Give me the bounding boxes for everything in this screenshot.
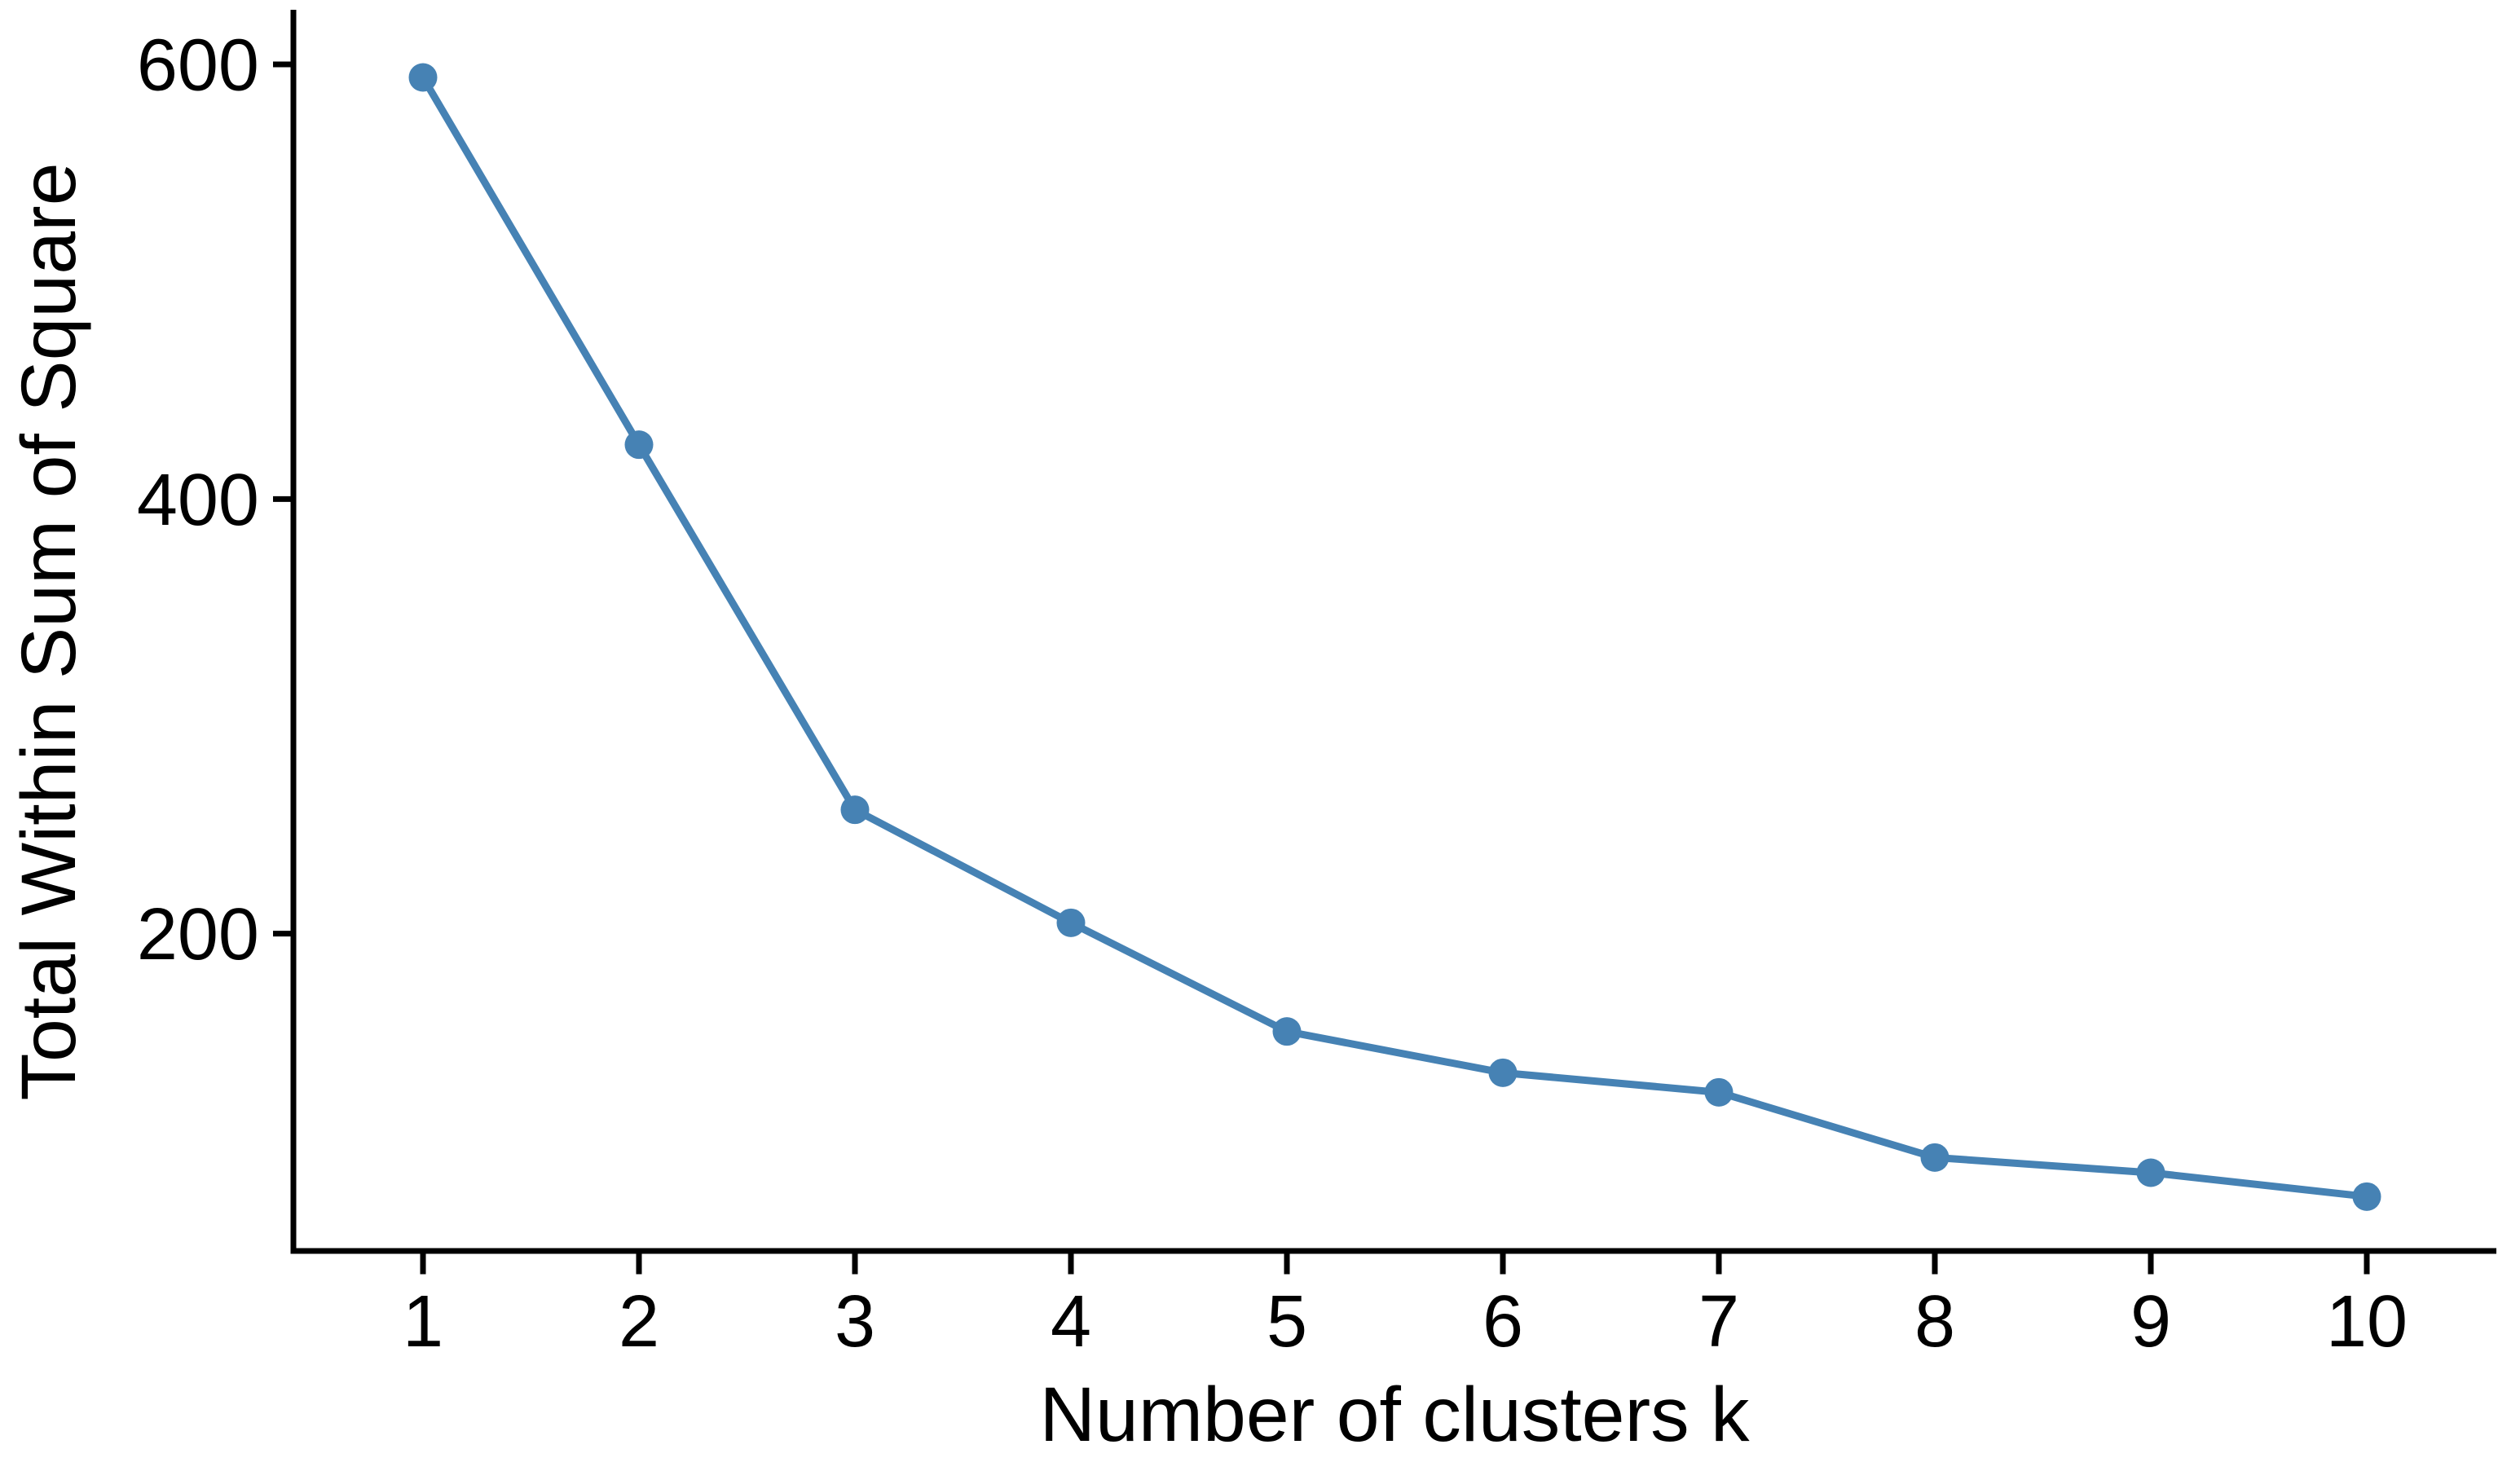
x-axis-title: Number of clusters k	[1039, 1372, 1750, 1458]
x-tick-label: 6	[1482, 1281, 1523, 1363]
data-point-k2	[624, 430, 654, 460]
x-tick-label: 7	[1698, 1281, 1739, 1363]
x-tick-label: 8	[1914, 1281, 1955, 1363]
y-tick-label: 600	[137, 25, 259, 107]
x-tick-label: 1	[403, 1281, 443, 1363]
x-tick-label: 9	[2130, 1281, 2171, 1363]
x-tick-label: 5	[1267, 1281, 1307, 1363]
chart-plot-area: 200 400 600 1 2 3 4 5 6 7 8 9 10	[137, 10, 2496, 1363]
data-point-k7	[1704, 1077, 1734, 1107]
x-tick-label: 10	[2326, 1281, 2408, 1363]
y-tick-label: 400	[137, 460, 259, 541]
data-point-k1	[408, 63, 438, 92]
data-point-k3	[840, 795, 870, 825]
series-line	[420, 75, 2368, 1200]
y-axis-title: Total Within Sum of Square	[6, 162, 92, 1100]
data-point-k6	[1488, 1058, 1518, 1087]
data-point-k5	[1272, 1017, 1302, 1046]
x-tick-label: 3	[835, 1281, 875, 1363]
data-point-k9	[2136, 1158, 2165, 1187]
data-point-k10	[2352, 1182, 2381, 1211]
x-tick-label: 2	[619, 1281, 659, 1363]
data-point-k8	[1920, 1143, 1949, 1172]
data-point-k4	[1056, 908, 1086, 937]
y-tick-label: 200	[137, 894, 259, 976]
x-tick-label: 4	[1051, 1281, 1091, 1363]
